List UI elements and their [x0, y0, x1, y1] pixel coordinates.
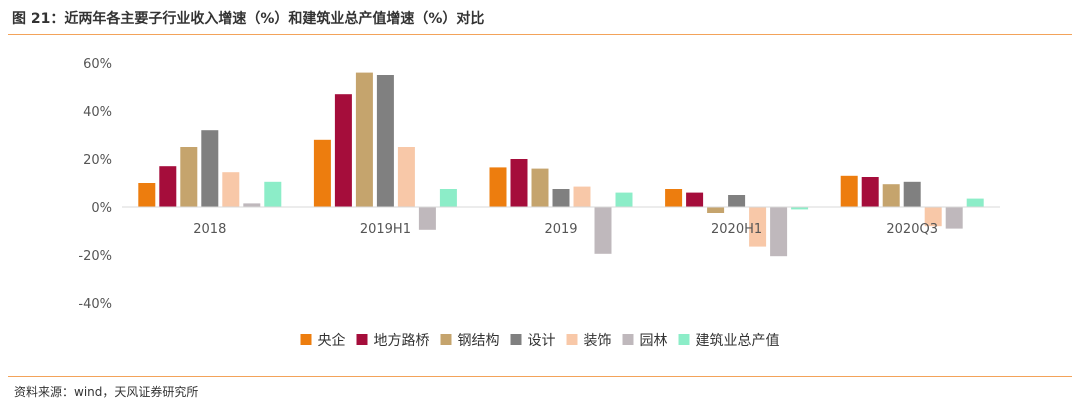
- bar: [686, 192, 704, 207]
- category-labels: 2018 2019H1 2019 2020H1 2020Q3: [193, 222, 938, 237]
- bar: [264, 181, 282, 207]
- legend-swatch: [622, 334, 634, 345]
- legend-label: 钢结构: [458, 333, 500, 349]
- legend-swatch: [510, 334, 522, 345]
- legend-label: 央企: [318, 332, 346, 349]
- source-note: 资料来源：wind，天风证券研究所: [14, 385, 199, 399]
- bar: [397, 147, 415, 207]
- bottom-divider: [8, 376, 1072, 377]
- y-tick-label: 60%: [83, 57, 112, 72]
- legend-swatch: [356, 334, 368, 345]
- bar: [531, 168, 549, 207]
- legend-swatch: [566, 334, 578, 345]
- bar: [243, 203, 261, 207]
- y-tick-label: 20%: [83, 153, 112, 168]
- y-tick-label: 40%: [83, 105, 112, 120]
- bar: [903, 181, 921, 207]
- y-tick-label: -40%: [78, 297, 112, 312]
- legend-label: 建筑业总产值: [696, 333, 780, 349]
- bar: [749, 207, 767, 247]
- bar: [159, 166, 177, 207]
- bar: [510, 159, 528, 207]
- bar: [313, 139, 331, 207]
- bar: [728, 195, 746, 207]
- bar: [594, 207, 612, 254]
- bar: [924, 207, 942, 227]
- bar: [439, 189, 457, 207]
- legend-swatch: [300, 334, 312, 345]
- bar: [665, 189, 683, 207]
- bar: [966, 198, 984, 207]
- bar: [180, 147, 198, 207]
- bar: [840, 175, 858, 207]
- x-category-label: 2018: [193, 222, 226, 237]
- bar: [615, 192, 633, 207]
- legend-label: 地方路桥: [374, 333, 430, 349]
- bar: [201, 130, 219, 207]
- legend-label: 设计: [528, 333, 556, 349]
- y-tick-label: -20%: [78, 249, 112, 264]
- legend-label: 装饰: [584, 333, 612, 349]
- bar: [489, 167, 507, 207]
- bar: [861, 177, 879, 207]
- bar: [791, 207, 809, 210]
- bar: [552, 189, 570, 207]
- legend-swatch: [440, 334, 452, 345]
- y-axis-ticks: 60% 40% 20% 0% -20% -40%: [78, 57, 112, 312]
- bar: [945, 207, 963, 229]
- bar: [222, 172, 240, 207]
- x-category-label: 2020H1: [711, 222, 762, 237]
- legend: 央企 地方路桥 钢结构 设计 装饰 园林 建筑业总产值: [300, 332, 780, 349]
- legend-swatch: [678, 334, 690, 345]
- chart-title: 图 21：近两年各主要子行业收入增速（%）和建筑业总产值增速（%）对比: [12, 11, 485, 27]
- bar: [376, 75, 394, 207]
- x-category-label: 2019H1: [360, 222, 411, 237]
- bar: [573, 186, 591, 207]
- bar: [707, 207, 725, 213]
- y-tick-label: 0%: [91, 201, 112, 216]
- x-category-label: 2020Q3: [886, 222, 938, 237]
- bar: [355, 72, 373, 207]
- bar: [770, 207, 788, 257]
- top-divider: [8, 34, 1072, 35]
- bars: [138, 72, 984, 257]
- bar: [138, 183, 156, 207]
- x-category-label: 2019: [544, 222, 577, 237]
- bar: [418, 207, 436, 230]
- bar: [882, 184, 900, 207]
- legend-label: 园林: [640, 333, 668, 349]
- bar: [334, 94, 352, 207]
